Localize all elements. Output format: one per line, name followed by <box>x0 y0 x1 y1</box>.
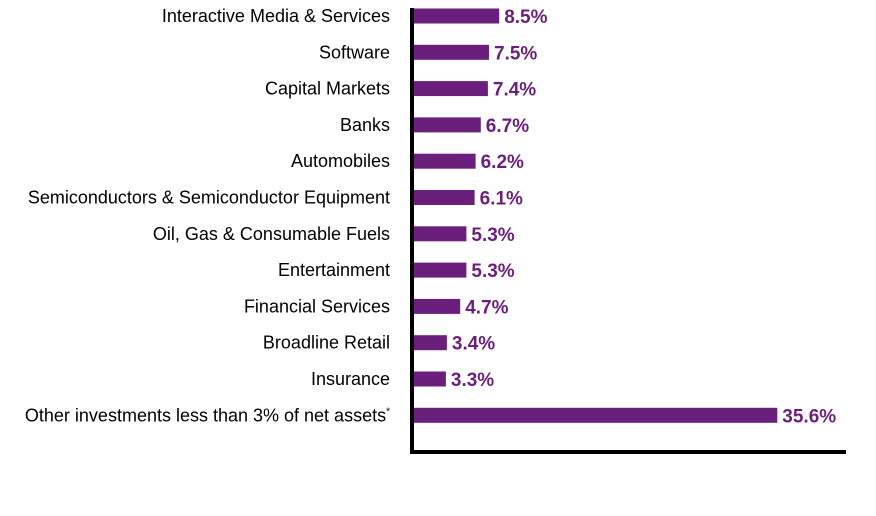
category-label-text: Financial Services <box>244 296 390 316</box>
category-label: Automobiles <box>291 151 390 171</box>
bar <box>412 335 447 351</box>
category-label-text: Automobiles <box>291 151 390 171</box>
value-label: 5.3% <box>471 261 514 282</box>
bar <box>412 117 481 133</box>
bar <box>412 226 467 242</box>
category-label-text: Interactive Media & Services <box>162 6 390 26</box>
category-label: Interactive Media & Services <box>162 6 390 26</box>
category-label: Insurance <box>311 369 390 389</box>
bar <box>412 407 778 423</box>
bar <box>412 371 446 387</box>
value-label: 35.6% <box>782 406 836 427</box>
labels-layer: 8.5% Interactive Media & Services 7.5% Soft… <box>25 6 836 427</box>
bar <box>412 8 500 24</box>
category-label-text: Oil, Gas & Consumable Fuels <box>153 224 390 244</box>
bar <box>412 298 461 314</box>
category-label-text: Insurance <box>311 369 390 389</box>
bars-layer <box>412 8 778 423</box>
value-label: 4.7% <box>465 297 508 318</box>
bar <box>412 153 476 169</box>
category-label: Capital Markets <box>265 79 390 99</box>
category-label: Entertainment <box>278 260 390 280</box>
category-label-text: Semiconductors & Semiconductor Equipment <box>28 188 390 208</box>
category-label: Software <box>319 42 390 62</box>
category-label-text: Software <box>319 42 390 62</box>
category-label: Banks <box>340 115 390 135</box>
category-label-text: Broadline Retail <box>263 333 390 353</box>
value-label: 3.3% <box>451 370 494 391</box>
value-label: 6.2% <box>481 152 524 173</box>
bar <box>412 81 488 97</box>
axes-layer <box>410 8 846 454</box>
category-label-text: Capital Markets <box>265 79 390 99</box>
bar <box>412 190 475 205</box>
category-label: Broadline Retail <box>263 333 390 353</box>
value-label: 8.5% <box>504 7 547 28</box>
value-label: 6.1% <box>480 189 523 210</box>
bar <box>412 44 489 60</box>
category-label: Other investments less than 3% of net as… <box>25 405 390 425</box>
value-label: 6.7% <box>486 116 529 137</box>
category-label: Financial Services <box>244 296 390 316</box>
bar <box>412 262 467 278</box>
category-label: Oil, Gas & Consumable Fuels <box>153 224 390 244</box>
value-label: 3.4% <box>452 334 495 355</box>
footnote-marker: * <box>386 406 390 417</box>
category-label-text: Banks <box>340 115 390 135</box>
category-label-text: Other investments less than 3% of net as… <box>25 405 386 425</box>
value-label: 7.4% <box>493 80 536 101</box>
value-label: 5.3% <box>471 225 514 246</box>
category-label: Semiconductors & Semiconductor Equipment <box>28 188 390 208</box>
category-label-text: Entertainment <box>278 260 390 280</box>
value-label: 7.5% <box>494 43 537 64</box>
